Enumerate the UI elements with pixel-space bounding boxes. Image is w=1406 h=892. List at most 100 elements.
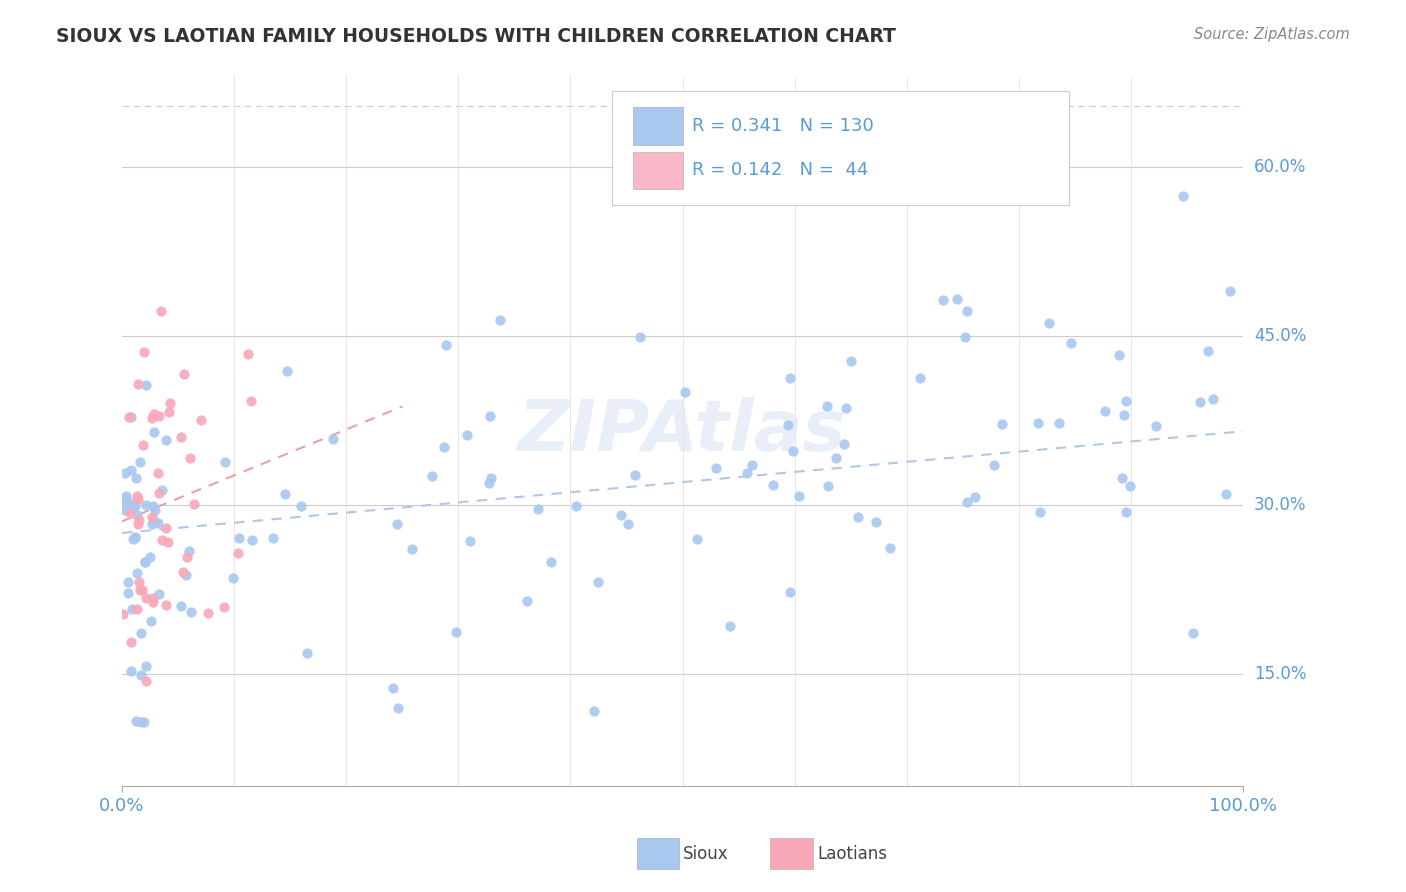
Point (586, 574, 609, 589)
Point (290, 500, 312, 514)
Point (176, 549, 198, 564)
Point (131, 583, 153, 598)
Point (1047, 416, 1070, 430)
Point (117, 575, 139, 590)
Point (1215, 487, 1237, 501)
Point (815, 399, 838, 413)
Point (134, 555, 156, 569)
Point (127, 516, 149, 531)
Point (179, 451, 201, 466)
Point (141, 517, 163, 532)
Text: R = 0.341   N = 130: R = 0.341 N = 130 (692, 117, 873, 135)
Point (124, 498, 146, 512)
Point (382, 681, 405, 695)
Point (953, 330, 976, 344)
Text: Sioux: Sioux (683, 845, 728, 863)
Point (143, 407, 166, 421)
Point (212, 600, 235, 615)
Point (134, 555, 156, 569)
Text: Source: ZipAtlas.com: Source: ZipAtlas.com (1194, 27, 1350, 42)
Point (125, 601, 148, 615)
Text: 45.0%: 45.0% (1254, 327, 1306, 345)
Point (132, 438, 155, 452)
Point (125, 508, 148, 522)
Point (124, 499, 146, 513)
Point (150, 483, 173, 497)
Point (112, 607, 135, 621)
Point (114, 503, 136, 517)
Point (274, 486, 297, 500)
Point (222, 571, 245, 585)
Point (1202, 392, 1225, 406)
Point (142, 515, 165, 529)
Point (173, 367, 195, 381)
Point (946, 292, 969, 306)
Point (433, 440, 456, 454)
Point (139, 614, 162, 628)
Point (142, 591, 165, 606)
Point (114, 489, 136, 503)
Point (817, 478, 839, 492)
Point (526, 502, 548, 516)
Point (276, 364, 298, 378)
Point (122, 495, 145, 509)
Point (420, 469, 443, 483)
Point (129, 455, 152, 469)
Point (1115, 393, 1137, 408)
Point (983, 458, 1005, 473)
Point (131, 625, 153, 640)
Point (125, 471, 148, 485)
Point (118, 409, 141, 424)
Point (129, 582, 152, 597)
Point (170, 430, 193, 444)
Point (134, 345, 156, 359)
Point (385, 517, 408, 532)
Point (718, 618, 741, 632)
Point (155, 434, 177, 448)
Point (155, 521, 177, 535)
Point (458, 534, 481, 549)
Point (1144, 418, 1167, 433)
Point (832, 437, 855, 451)
Point (735, 467, 758, 481)
Point (1119, 479, 1142, 493)
Point (478, 476, 501, 491)
Point (956, 494, 979, 508)
Point (401, 542, 423, 557)
Point (1038, 316, 1060, 330)
Point (1114, 409, 1136, 423)
Point (516, 594, 538, 608)
Point (129, 715, 152, 730)
Point (125, 566, 148, 580)
Point (782, 444, 804, 458)
Point (135, 378, 157, 392)
Point (1197, 343, 1219, 358)
Point (839, 354, 862, 368)
Point (779, 584, 801, 599)
Point (1111, 471, 1133, 485)
Point (135, 591, 157, 606)
Point (956, 304, 979, 318)
Point (170, 599, 193, 613)
Point (762, 478, 785, 492)
Point (478, 409, 501, 423)
Point (143, 502, 166, 516)
Point (673, 385, 696, 400)
Point (121, 601, 143, 615)
Point (910, 370, 932, 384)
Point (128, 575, 150, 590)
Point (114, 492, 136, 507)
Point (835, 401, 858, 416)
Point (1094, 404, 1116, 418)
Point (295, 646, 318, 660)
Point (1182, 626, 1205, 640)
Point (226, 546, 249, 560)
Point (624, 468, 647, 483)
Point (865, 516, 887, 530)
Text: 60.0%: 60.0% (1254, 159, 1306, 177)
Point (965, 491, 987, 505)
Point (240, 533, 263, 547)
Text: 30.0%: 30.0% (1254, 496, 1306, 514)
Point (146, 466, 169, 480)
Point (127, 491, 149, 506)
